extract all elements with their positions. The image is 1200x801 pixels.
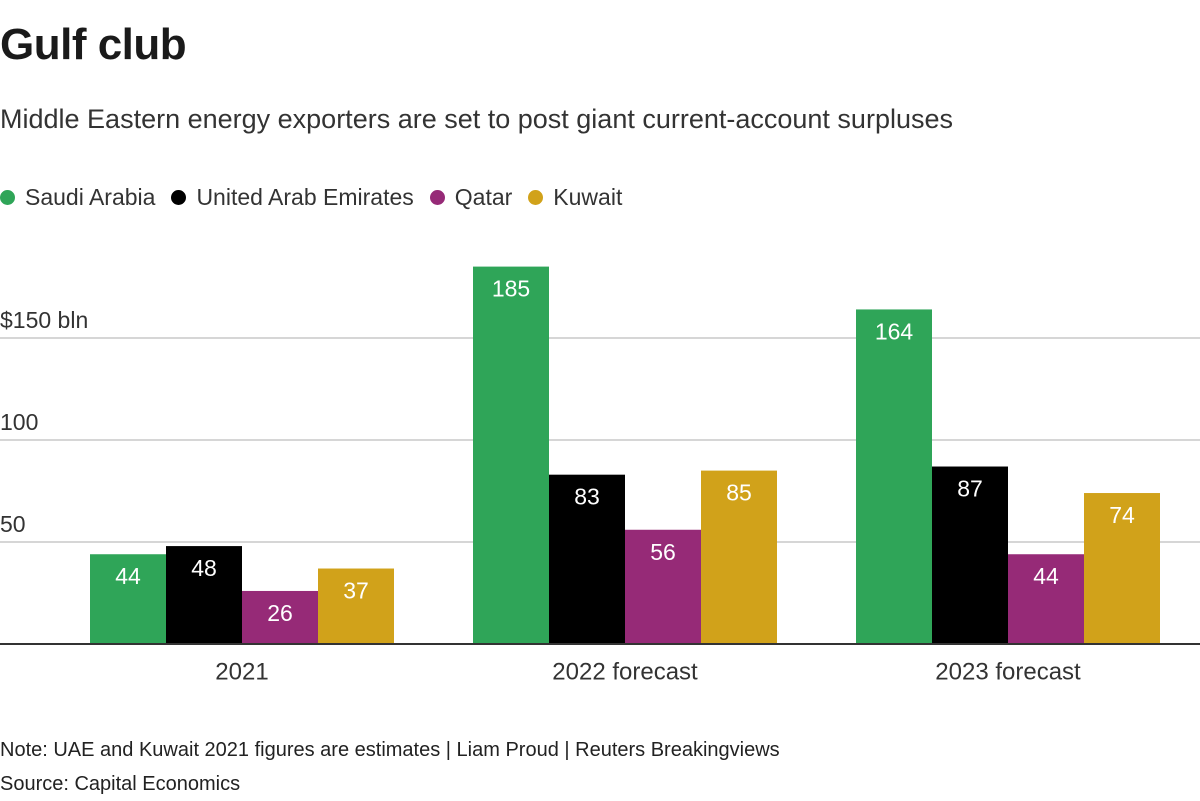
y-tick-label-150: $150 bln [0, 307, 88, 333]
data-label-qatar-2021: 26 [267, 600, 293, 626]
grid-layer: 50 100 $150 bln [0, 307, 1200, 543]
y-tick-label-100: 100 [0, 409, 38, 435]
bar-qatar-2023-forecast [1008, 554, 1084, 644]
data-label-kuwait-2021: 37 [343, 578, 369, 604]
legend-dot-saudi-arabia [0, 190, 15, 205]
bar-saudi-arabia-2022-forecast [473, 266, 549, 644]
data-label-kuwait-2023-forecast: 74 [1109, 502, 1135, 528]
bar-kuwait-2023-forecast [1084, 493, 1160, 644]
data-label-united-arab-emirates-2022-forecast: 83 [574, 484, 600, 510]
bar-qatar-2022-forecast [625, 529, 701, 644]
legend-item-kuwait: Kuwait [528, 184, 622, 211]
legend-label-saudi-arabia: Saudi Arabia [25, 184, 156, 210]
data-label-saudi-arabia-2021: 44 [115, 563, 141, 589]
data-label-united-arab-emirates-2023-forecast: 87 [957, 476, 983, 502]
bar-qatar-2021 [242, 590, 318, 644]
data-label-saudi-arabia-2023-forecast: 164 [875, 318, 914, 344]
legend-dot-kuwait [528, 190, 544, 205]
data-label-qatar-2022-forecast: 56 [650, 539, 676, 565]
x-tick-label-2022-forecast: 2022 forecast [552, 659, 698, 686]
data-label-kuwait-2022-forecast: 85 [726, 480, 752, 506]
chart-title: Gulf club [0, 20, 187, 69]
legend-dot-uae [171, 190, 187, 205]
bar-united-arab-emirates-2022-forecast [549, 474, 625, 644]
x-tick-label-2021: 2021 [215, 659, 268, 686]
legend-item-qatar: Qatar [429, 184, 513, 211]
legend: Saudi Arabia United Arab Emirates Qatar … [0, 184, 638, 211]
source-text: Source: Capital Economics [0, 773, 241, 795]
footnote: Note: UAE and Kuwait 2021 figures are es… [0, 733, 780, 801]
bar-kuwait-2022-forecast [701, 470, 777, 644]
note-text: Note: UAE and Kuwait 2021 figures are es… [0, 739, 780, 761]
bar-kuwait-2021 [318, 568, 394, 644]
legend-dot-qatar [429, 190, 445, 205]
bar-united-arab-emirates-2023-forecast [932, 466, 1008, 644]
legend-label-kuwait: Kuwait [553, 184, 623, 210]
legend-label-qatar: Qatar [454, 184, 513, 210]
bar-saudi-arabia-2021 [90, 554, 166, 644]
bar-united-arab-emirates-2021 [166, 546, 242, 644]
data-label-qatar-2023-forecast: 44 [1033, 563, 1059, 589]
legend-label-uae: United Arab Emirates [196, 184, 414, 210]
data-label-saudi-arabia-2022-forecast: 185 [492, 276, 530, 302]
y-tick-label-50: 50 [0, 511, 26, 537]
bar-saudi-arabia-2023-forecast [856, 309, 932, 644]
legend-item-saudi-arabia: Saudi Arabia [0, 184, 155, 211]
axis-layer: 2021 2022 forecast 2023 forecast [0, 643, 1200, 686]
data-label-united-arab-emirates-2021: 48 [191, 555, 217, 581]
chart-subtitle: Middle Eastern energy exporters are set … [0, 104, 953, 134]
legend-item-uae: United Arab Emirates [171, 184, 414, 211]
x-tick-label-2023-forecast: 2023 forecast [935, 659, 1081, 686]
bar-layer: 44 48 26 37 185 83 56 85 164 87 44 74 [90, 266, 1160, 644]
